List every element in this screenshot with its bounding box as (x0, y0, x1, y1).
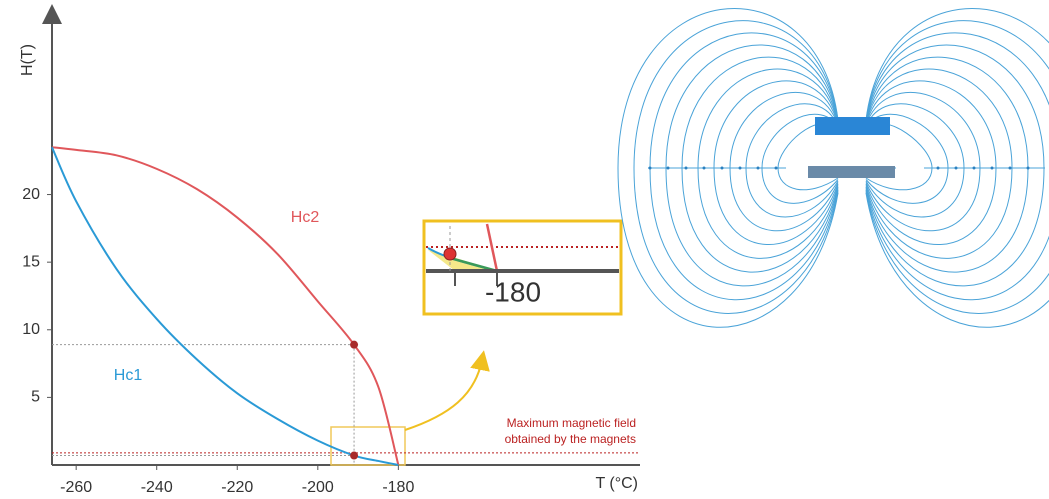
x-tick-label: -180 (382, 479, 414, 496)
annotation: Maximum magnetic field (507, 416, 636, 430)
inset-label: -180 (485, 276, 541, 307)
y-tick-label: 5 (31, 389, 40, 406)
field-line (866, 93, 980, 231)
field-dot (757, 167, 760, 170)
field-dot (721, 167, 724, 170)
chart: H(T) T (°C) -180 -260 -240 -220 -200 -180 5 10… (0, 0, 1049, 499)
field-dot (973, 167, 976, 170)
field-dot (955, 167, 958, 170)
y-tick-label: 20 (22, 186, 40, 203)
field-dot (775, 167, 778, 170)
field-dot (703, 167, 706, 170)
series-line (52, 147, 398, 465)
highlight-point (350, 341, 358, 349)
field-line (866, 45, 1044, 286)
field-dot (1009, 167, 1012, 170)
inset-point (444, 248, 456, 260)
x-tick-label: -220 (221, 479, 253, 496)
inset: -180 (424, 221, 621, 314)
x-tick-label: -260 (60, 479, 92, 496)
field-dot (649, 167, 652, 170)
field-dot (685, 167, 688, 170)
field-dot (937, 167, 940, 170)
field-dot (1027, 167, 1030, 170)
series-line (52, 147, 398, 465)
series-label: Hc1 (114, 367, 143, 384)
x-tick-label: -200 (302, 479, 334, 496)
sample (808, 166, 895, 178)
x-tick-label: -240 (141, 479, 173, 496)
series-label: Hc2 (291, 209, 320, 226)
zoom-arrow (405, 360, 482, 430)
field-dot (667, 167, 670, 170)
y-axis-label: H(T) (19, 44, 36, 76)
field-diagram (618, 8, 1049, 327)
magnet (815, 117, 890, 135)
y-tick-label: 15 (22, 253, 40, 270)
x-axis-label: T (°C) (595, 475, 638, 492)
pole (896, 152, 924, 184)
field-line (714, 81, 838, 245)
y-tick-label: 10 (22, 321, 40, 338)
annotation: obtained by the magnets (505, 432, 636, 446)
field-dot (991, 167, 994, 170)
highlight-point (350, 452, 358, 460)
field-dot (739, 167, 742, 170)
